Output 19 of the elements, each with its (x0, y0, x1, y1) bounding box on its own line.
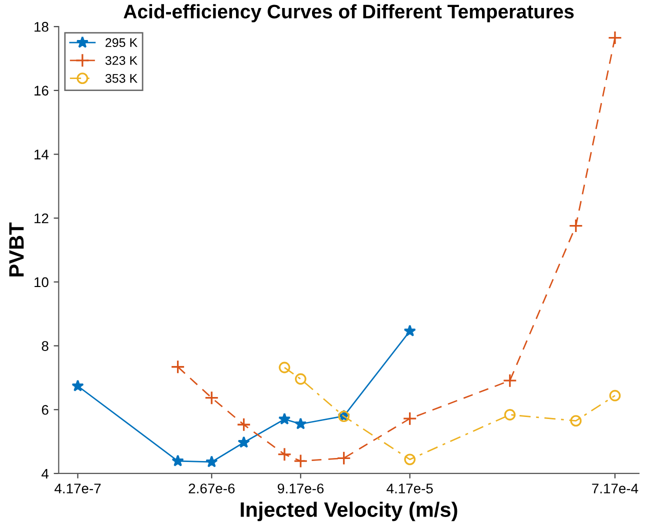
y-tick-label: 12 (34, 213, 48, 224)
legend-label: 353 K (105, 74, 138, 83)
chart-title: Acid-efficiency Curves of Different Temperatures (124, 4, 574, 22)
legend-label: 323 K (105, 56, 138, 65)
y-tick-label: 4 (42, 468, 49, 479)
y-tick-label: 16 (34, 86, 48, 96)
x-tick-label: 4.17e-7 (54, 484, 101, 494)
y-tick-label: 6 (42, 404, 48, 415)
x-tick-label: 4.17e-5 (386, 484, 433, 494)
y-tick-label: 8 (42, 341, 48, 351)
y-tick-label: 10 (34, 277, 48, 288)
y-axis-title: PVBT (9, 222, 24, 276)
y-tick-label: 18 (34, 22, 48, 32)
legend-label: 295 K (106, 38, 138, 48)
x-axis-title: Injected Velocity (m/s) (240, 502, 458, 522)
x-tick-label: 9.17e-6 (278, 484, 324, 494)
x-tick-label: 2.67e-6 (188, 484, 235, 494)
x-tick-label: 7.17e-4 (592, 484, 638, 494)
y-tick-label: 14 (34, 150, 49, 160)
